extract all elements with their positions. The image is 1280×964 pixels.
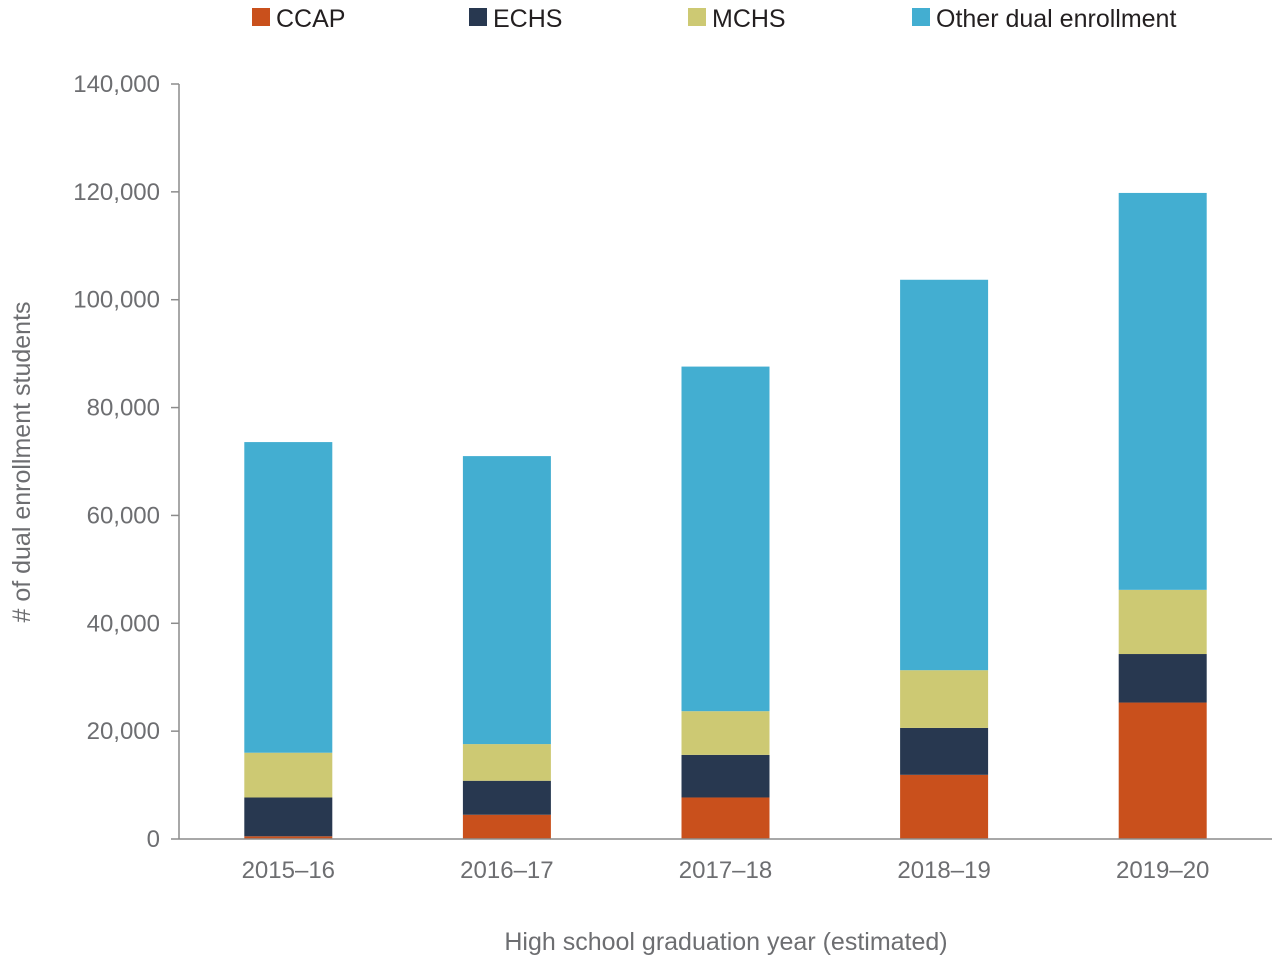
bar-mchs-2015-16 <box>244 752 333 798</box>
y-tick-label: 100,000 <box>73 287 160 314</box>
legend-label-echs: ECHS <box>493 5 562 33</box>
y-tick-label: 60,000 <box>87 502 160 529</box>
legend-swatch-other-dual-enrollment <box>912 8 930 26</box>
bar-echs-2018-19 <box>900 727 989 775</box>
bar-ccap-2017-18 <box>681 797 770 839</box>
bar-ccap-2016-17 <box>462 814 551 839</box>
legend-swatch-mchs <box>688 8 706 26</box>
legend-swatch-echs <box>469 8 487 26</box>
legend: CCAP ECHS MCHS Other dual enrollment <box>252 5 1176 33</box>
bar-stack-2017-18 <box>681 366 770 839</box>
y-tick-label: 20,000 <box>87 718 160 745</box>
bar-other-dual-enrollment-2018-19 <box>900 279 989 671</box>
bar-echs-2019-20 <box>1118 654 1207 703</box>
bar-other-dual-enrollment-2017-18 <box>681 366 770 712</box>
y-axis: 0 20,000 40,000 60,000 80,000 100,000 120,000 1… <box>73 71 180 853</box>
y-axis-title: # of dual enrollment students <box>8 301 36 622</box>
bar-stack-2016-17 <box>462 456 551 839</box>
y-tick-label: 80,000 <box>87 395 160 422</box>
bar-mchs-2017-18 <box>681 711 770 755</box>
bar-other-dual-enrollment-2019-20 <box>1118 192 1207 590</box>
bar-ccap-2018-19 <box>900 774 989 839</box>
y-tick-label: 140,000 <box>73 71 160 98</box>
x-tick-label: 2018–19 <box>897 857 990 884</box>
x-tick-label: 2017–18 <box>679 857 772 884</box>
bar-stack-2019-20 <box>1118 192 1207 839</box>
bar-ccap-2015-16 <box>244 836 333 839</box>
legend-label-mchs: MCHS <box>712 5 786 33</box>
bar-mchs-2019-20 <box>1118 589 1207 655</box>
y-tick-label: 120,000 <box>73 179 160 206</box>
x-axis: 2015–16 2016–17 2017–18 2018–19 2019–20 <box>242 857 1210 884</box>
y-tick-label: 40,000 <box>87 610 160 637</box>
legend-label-other-dual-enrollment: Other dual enrollment <box>936 5 1176 33</box>
bar-mchs-2016-17 <box>462 744 551 781</box>
bar-echs-2017-18 <box>681 754 770 798</box>
bar-stack-2015-16 <box>244 442 333 839</box>
bar-mchs-2018-19 <box>900 670 989 728</box>
y-tick-label: 0 <box>147 826 160 853</box>
bar-ccap-2019-20 <box>1118 702 1207 839</box>
bars <box>244 192 1207 839</box>
x-axis-title: High school graduation year (estimated) <box>504 928 947 956</box>
bar-stack-2018-19 <box>900 279 989 839</box>
x-tick-label: 2015–16 <box>242 857 335 884</box>
legend-swatch-ccap <box>252 8 270 26</box>
x-tick-label: 2019–20 <box>1116 857 1209 884</box>
bar-echs-2016-17 <box>462 780 551 815</box>
bar-echs-2015-16 <box>244 797 333 837</box>
x-tick-label: 2016–17 <box>460 857 553 884</box>
bar-other-dual-enrollment-2016-17 <box>462 456 551 745</box>
bar-other-dual-enrollment-2015-16 <box>244 442 333 753</box>
legend-label-ccap: CCAP <box>276 5 345 33</box>
